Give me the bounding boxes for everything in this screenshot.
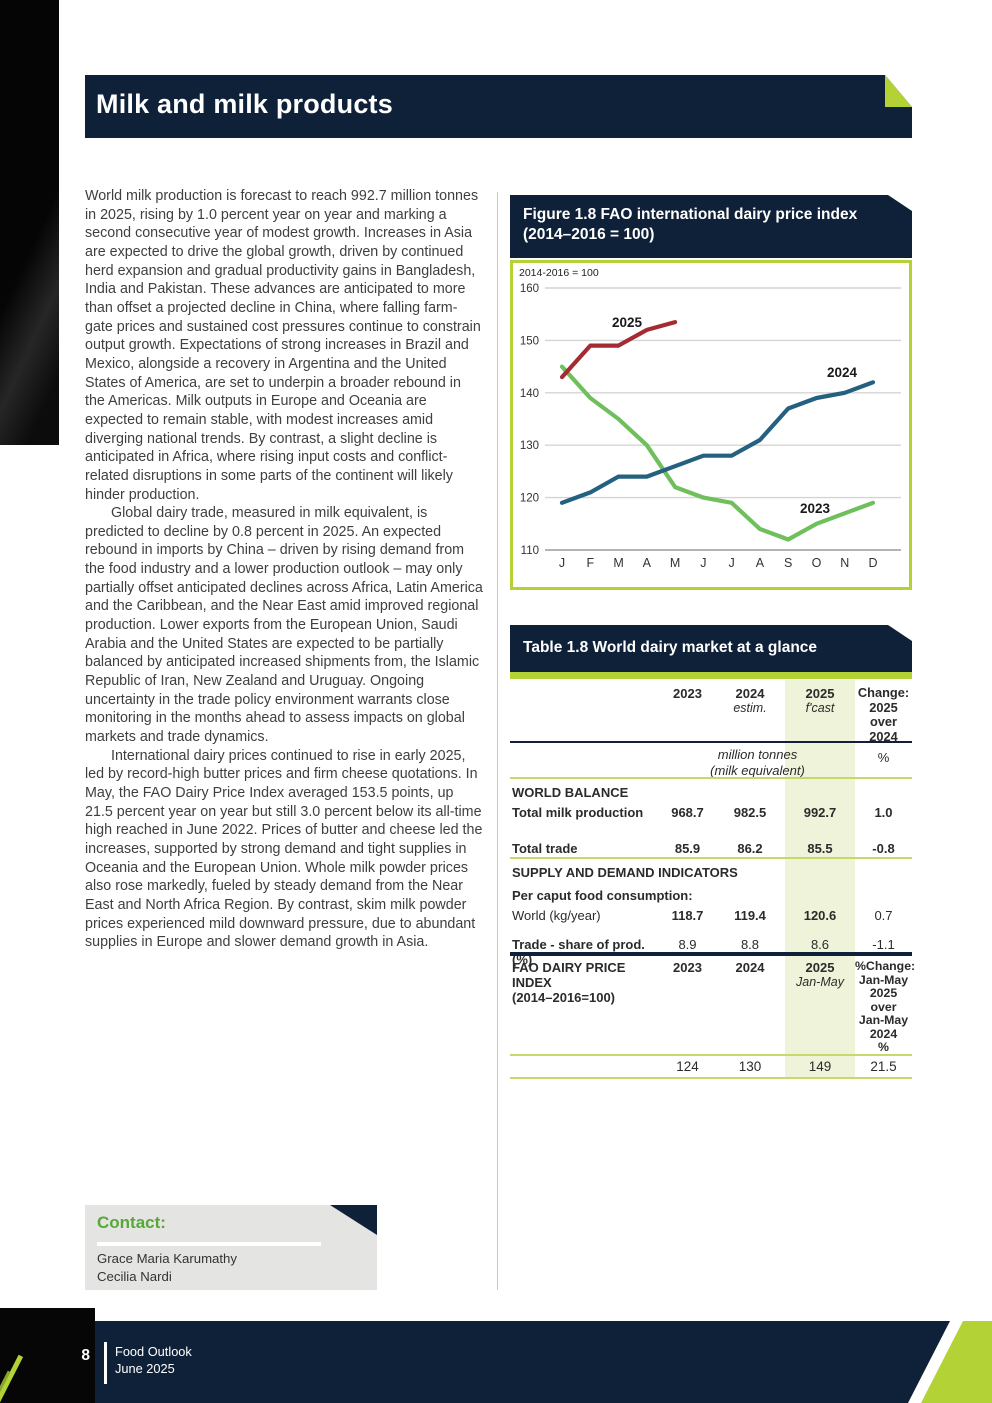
- row-label: Trade - share of prod. (%): [512, 937, 645, 967]
- table-rule: [510, 1077, 912, 1079]
- footer-page-block: [0, 1308, 95, 1403]
- svg-text:160: 160: [520, 283, 539, 295]
- svg-text:M: M: [670, 556, 680, 570]
- svg-text:2014-2016 = 100: 2014-2016 = 100: [519, 267, 599, 279]
- row-label: Total trade: [512, 841, 578, 856]
- table-rule: [510, 857, 912, 859]
- svg-text:O: O: [812, 556, 822, 570]
- svg-text:120: 120: [520, 493, 539, 505]
- svg-text:150: 150: [520, 335, 539, 347]
- svg-text:D: D: [868, 556, 877, 570]
- footer-publication-info: Food Outlook June 2025: [115, 1343, 192, 1377]
- svg-text:A: A: [756, 556, 765, 570]
- page-title: Milk and milk products: [96, 89, 393, 119]
- article-body: World milk production is forecast to rea…: [85, 187, 484, 952]
- dairy-market-table: 2023 2024 estim. 2025 f'cast Change: 202…: [510, 680, 916, 1080]
- fao-price-index-header: FAO DAIRY PRICE INDEX (2014–2016=100) 20…: [512, 959, 916, 1054]
- svg-text:110: 110: [521, 545, 539, 557]
- contact-corner-triangle: [330, 1205, 377, 1235]
- table-accent-strip: [510, 672, 912, 679]
- paragraph-trade: Global dairy trade, measured in milk equ…: [85, 505, 483, 746]
- contact-heading: Contact:: [97, 1213, 166, 1232]
- section-supply-demand: SUPPLY AND DEMAND INDICATORS: [512, 865, 738, 880]
- svg-text:S: S: [784, 556, 792, 570]
- table-rule: [510, 777, 912, 779]
- paragraph-production: World milk production is forecast to rea…: [85, 188, 481, 503]
- svg-text:F: F: [586, 556, 594, 570]
- table-rule: [510, 741, 912, 743]
- page-title-banner: Milk and milk products: [85, 75, 912, 138]
- fao-price-index-values: 124 130 149 21.5: [676, 1059, 897, 1074]
- contact-underline: [97, 1242, 321, 1246]
- footer-date: June 2025: [115, 1361, 175, 1376]
- svg-text:2023: 2023: [800, 501, 831, 516]
- svg-text:2024: 2024: [827, 365, 858, 380]
- row-label: FAO DAIRY PRICE INDEX (2014–2016=100): [512, 960, 626, 1005]
- figure-title: Figure 1.8 FAO international dairy price…: [523, 206, 858, 243]
- footer-band: [95, 1321, 950, 1403]
- column-divider: [497, 192, 498, 1290]
- table-row: Total trade 85.9 86.2 85.5 -0.8: [512, 841, 895, 856]
- table-row: World (kg/year) 118.7 119.4 120.6 0.7: [512, 908, 893, 923]
- figure-header: Figure 1.8 FAO international dairy price…: [510, 195, 912, 258]
- figure-box: 110 120 130 140 150 160 J F M A M J J A S O N D 2014-2016 …: [510, 260, 912, 590]
- col-2025: 2025 f'cast: [785, 686, 855, 715]
- footer-separator: [104, 1342, 107, 1384]
- svg-text:130: 130: [520, 440, 539, 452]
- svg-text:J: J: [559, 556, 565, 570]
- contact-name: Cecilia Nardi: [97, 1268, 172, 1284]
- svg-text:140: 140: [520, 388, 539, 400]
- svg-text:2025: 2025: [612, 315, 643, 330]
- table-rule: [510, 1054, 912, 1056]
- contact-name: Grace Maria Karumathy: [97, 1251, 237, 1266]
- table-column-headers: 2023 2024 estim. 2025 f'cast Change: 202…: [510, 685, 912, 744]
- section-per-caput: Per caput food consumption:: [512, 888, 693, 903]
- table-row: Trade - share of prod. (%) 8.9 8.8 8.6 -…: [512, 937, 895, 967]
- svg-text:A: A: [643, 556, 652, 570]
- table-header: Table 1.8 World dairy market at a glance: [510, 625, 912, 672]
- table-title: Table 1.8 World dairy market at a glance: [523, 639, 818, 656]
- row-label: World (kg/year): [512, 908, 601, 923]
- col-2024-sub: estim.: [733, 701, 767, 715]
- dairy-price-chart: 110 120 130 140 150 160 J F M A M J J A S O N D 2014-2016 …: [519, 267, 901, 570]
- col-2023: 2023: [673, 686, 702, 701]
- svg-text:J: J: [700, 556, 706, 570]
- units-percent: %: [877, 750, 890, 765]
- table-row: Total milk production 968.7 982.5 992.7 …: [512, 805, 893, 820]
- banner-folded-corner: [885, 75, 912, 107]
- forecast-column-highlight: [785, 680, 855, 1078]
- col-2024: 2024 estim.: [715, 686, 785, 715]
- paragraph-prices: International dairy prices continued to …: [85, 747, 483, 951]
- col-2025-sub: f'cast: [805, 701, 835, 715]
- col-change: Change: 2025 over 2024: [857, 685, 910, 744]
- footer-publication: Food Outlook: [115, 1344, 192, 1359]
- contact-names: Grace Maria Karumathy Cecilia Nardi: [97, 1250, 237, 1285]
- svg-text:J: J: [729, 556, 735, 570]
- units-note: million tonnes (milk equivalent): [710, 747, 805, 778]
- table-rule: [510, 952, 912, 956]
- section-world-balance: WORLD BALANCE: [512, 785, 629, 800]
- row-label: Total milk production: [512, 805, 644, 820]
- svg-text:M: M: [613, 556, 623, 570]
- page-number: 8: [81, 1347, 90, 1364]
- contact-box: Contact: Grace Maria Karumathy Cecilia N…: [85, 1205, 377, 1290]
- svg-text:N: N: [840, 556, 849, 570]
- left-decor-strip: [0, 0, 59, 445]
